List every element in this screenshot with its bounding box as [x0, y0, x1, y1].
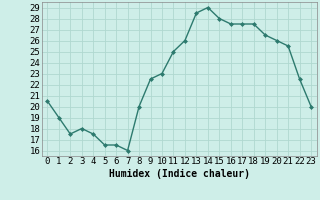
X-axis label: Humidex (Indice chaleur): Humidex (Indice chaleur): [109, 169, 250, 179]
